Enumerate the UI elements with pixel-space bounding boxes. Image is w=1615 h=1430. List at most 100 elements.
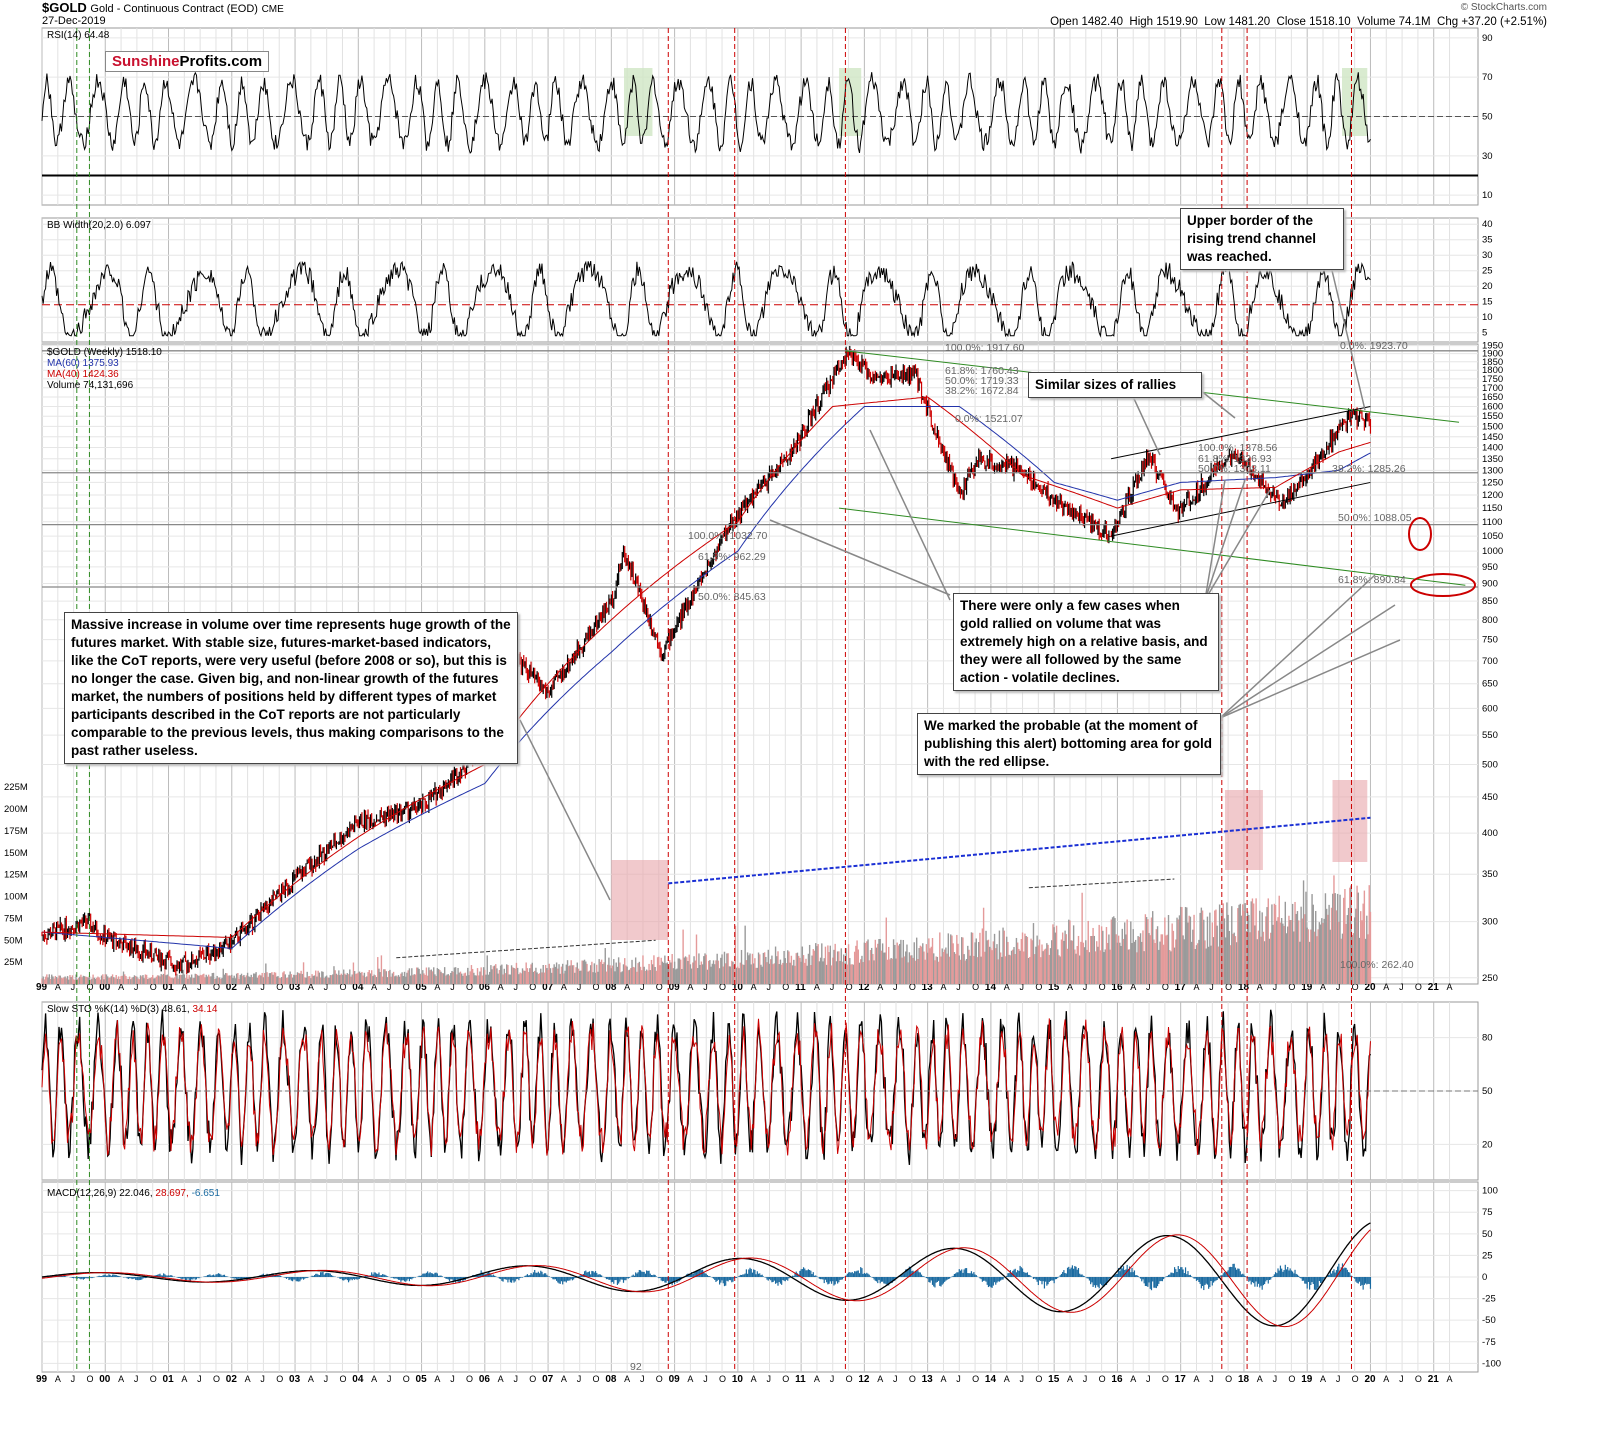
macd-hist-bar xyxy=(502,1277,504,1282)
volume-bar xyxy=(44,976,47,984)
volume-bar xyxy=(1100,926,1103,984)
macd-hist-bar xyxy=(319,1272,322,1277)
macd-hist-bar xyxy=(411,1277,413,1280)
volume-bar xyxy=(565,964,568,984)
volume-bar xyxy=(833,949,835,984)
volume-bar xyxy=(538,973,541,984)
volume-bar xyxy=(961,937,963,984)
macd-hist-bar xyxy=(408,1277,410,1282)
volume-bar xyxy=(1179,906,1182,984)
macd-hist-bar xyxy=(754,1269,756,1277)
macd-hist-bar xyxy=(1271,1277,1273,1278)
macd-hist-bar xyxy=(765,1277,767,1278)
macd-hist-bar xyxy=(1141,1277,1143,1282)
x-tick-label-bottom: O xyxy=(339,1374,346,1384)
macd-hist-bar xyxy=(448,1277,451,1282)
volume-bar xyxy=(257,975,260,984)
macd-hist-bar xyxy=(1148,1277,1150,1283)
macd-hist-bar xyxy=(212,1274,215,1277)
macd-hist-bar xyxy=(907,1268,909,1277)
volume-bar xyxy=(894,944,896,984)
x-tick-label-bottom: A xyxy=(55,1374,61,1384)
macd-hist-bar xyxy=(520,1277,522,1278)
macd-hist-bar xyxy=(429,1272,431,1277)
x-tick-label-top: 07 xyxy=(542,982,554,993)
volume-bar xyxy=(582,960,585,984)
volume-bar xyxy=(1083,947,1086,984)
macd-hist-bar xyxy=(119,1276,121,1277)
macd-hist-bar xyxy=(942,1277,945,1284)
x-tick-label-top: J xyxy=(134,982,139,992)
volume-bar xyxy=(551,972,553,984)
macd-hist-bar xyxy=(226,1276,228,1277)
macd-hist-bar xyxy=(144,1277,147,1279)
macd-hist-bar xyxy=(1021,1268,1024,1277)
macd-hist-bar xyxy=(1073,1268,1075,1277)
macd-hist-bar xyxy=(357,1277,359,1280)
x-tick-label-top: 15 xyxy=(1048,982,1060,993)
volume-bar xyxy=(763,952,766,984)
volume-bar xyxy=(1306,927,1308,984)
x-tick-label-bottom: O xyxy=(403,1374,410,1384)
x-tick-label-top: 16 xyxy=(1111,982,1123,993)
volume-bar xyxy=(1064,930,1066,984)
volume-bar xyxy=(261,972,263,984)
rsi-axis-tick: 50 xyxy=(1482,112,1493,123)
macd-hist-bar xyxy=(221,1275,223,1277)
volume-bar xyxy=(956,934,958,984)
volume-bar xyxy=(1060,939,1063,984)
volume-bar xyxy=(1136,952,1138,984)
macd-hist-bar xyxy=(99,1276,101,1277)
macd-hist-bar xyxy=(1337,1266,1339,1277)
volume-bar xyxy=(1104,949,1106,984)
volume-bar xyxy=(1178,915,1181,984)
x-tick-label-bottom: O xyxy=(1352,1374,1359,1384)
macd-hist-bar xyxy=(350,1277,352,1280)
volume-bar xyxy=(998,930,1001,984)
volume-bar xyxy=(681,968,683,984)
volume-bar xyxy=(1162,944,1165,984)
volume-bar xyxy=(159,976,161,984)
volume-bar xyxy=(836,951,839,984)
x-tick-label-bottom: 20 xyxy=(1364,1374,1376,1385)
volume-bar xyxy=(158,975,160,984)
price-axis-tick: 1200 xyxy=(1482,490,1503,501)
macd-hist-bar xyxy=(704,1273,706,1277)
macd-hist-bar xyxy=(705,1273,707,1277)
volume-bar xyxy=(726,953,728,984)
volume-bar xyxy=(672,968,675,984)
macd-hist-bar xyxy=(560,1277,563,1282)
macd-hist-bar xyxy=(1349,1272,1351,1277)
macd-hist-bar xyxy=(356,1277,358,1280)
macd-hist-bar xyxy=(1113,1275,1115,1277)
macd-hist-bar xyxy=(631,1275,633,1277)
volume-bar xyxy=(841,961,844,984)
volume-bar xyxy=(943,949,946,984)
volume-bar xyxy=(898,943,901,984)
callout-pointer xyxy=(769,519,951,596)
macd-hist-bar xyxy=(886,1277,889,1285)
macd-hist-bar xyxy=(74,1277,76,1278)
volume-bar xyxy=(212,972,215,984)
volume-bar xyxy=(495,964,497,984)
volume-bar xyxy=(189,977,192,984)
volume-bar xyxy=(347,974,350,984)
volume-bar xyxy=(1263,941,1266,984)
macd-hist-bar xyxy=(1276,1273,1278,1277)
macd-hist-bar xyxy=(1169,1274,1171,1277)
x-tick-label-bottom: J xyxy=(1273,1374,1278,1384)
macd-hist-bar xyxy=(495,1276,497,1277)
macd-hist-bar xyxy=(453,1277,456,1281)
volume-bar xyxy=(1358,937,1361,984)
macd-hist-bar xyxy=(890,1277,892,1284)
volume-bar xyxy=(355,973,357,984)
volume-bar xyxy=(1345,923,1347,984)
volume-bar xyxy=(677,958,679,984)
macd-hist-bar xyxy=(545,1273,547,1277)
volume-bar xyxy=(187,978,189,984)
volume-bar xyxy=(615,962,617,984)
volume-bar xyxy=(182,969,184,984)
volume-bar xyxy=(1186,907,1188,984)
x-tick-label-bottom: A xyxy=(245,1374,251,1384)
x-tick-label-top: A xyxy=(1320,982,1326,992)
